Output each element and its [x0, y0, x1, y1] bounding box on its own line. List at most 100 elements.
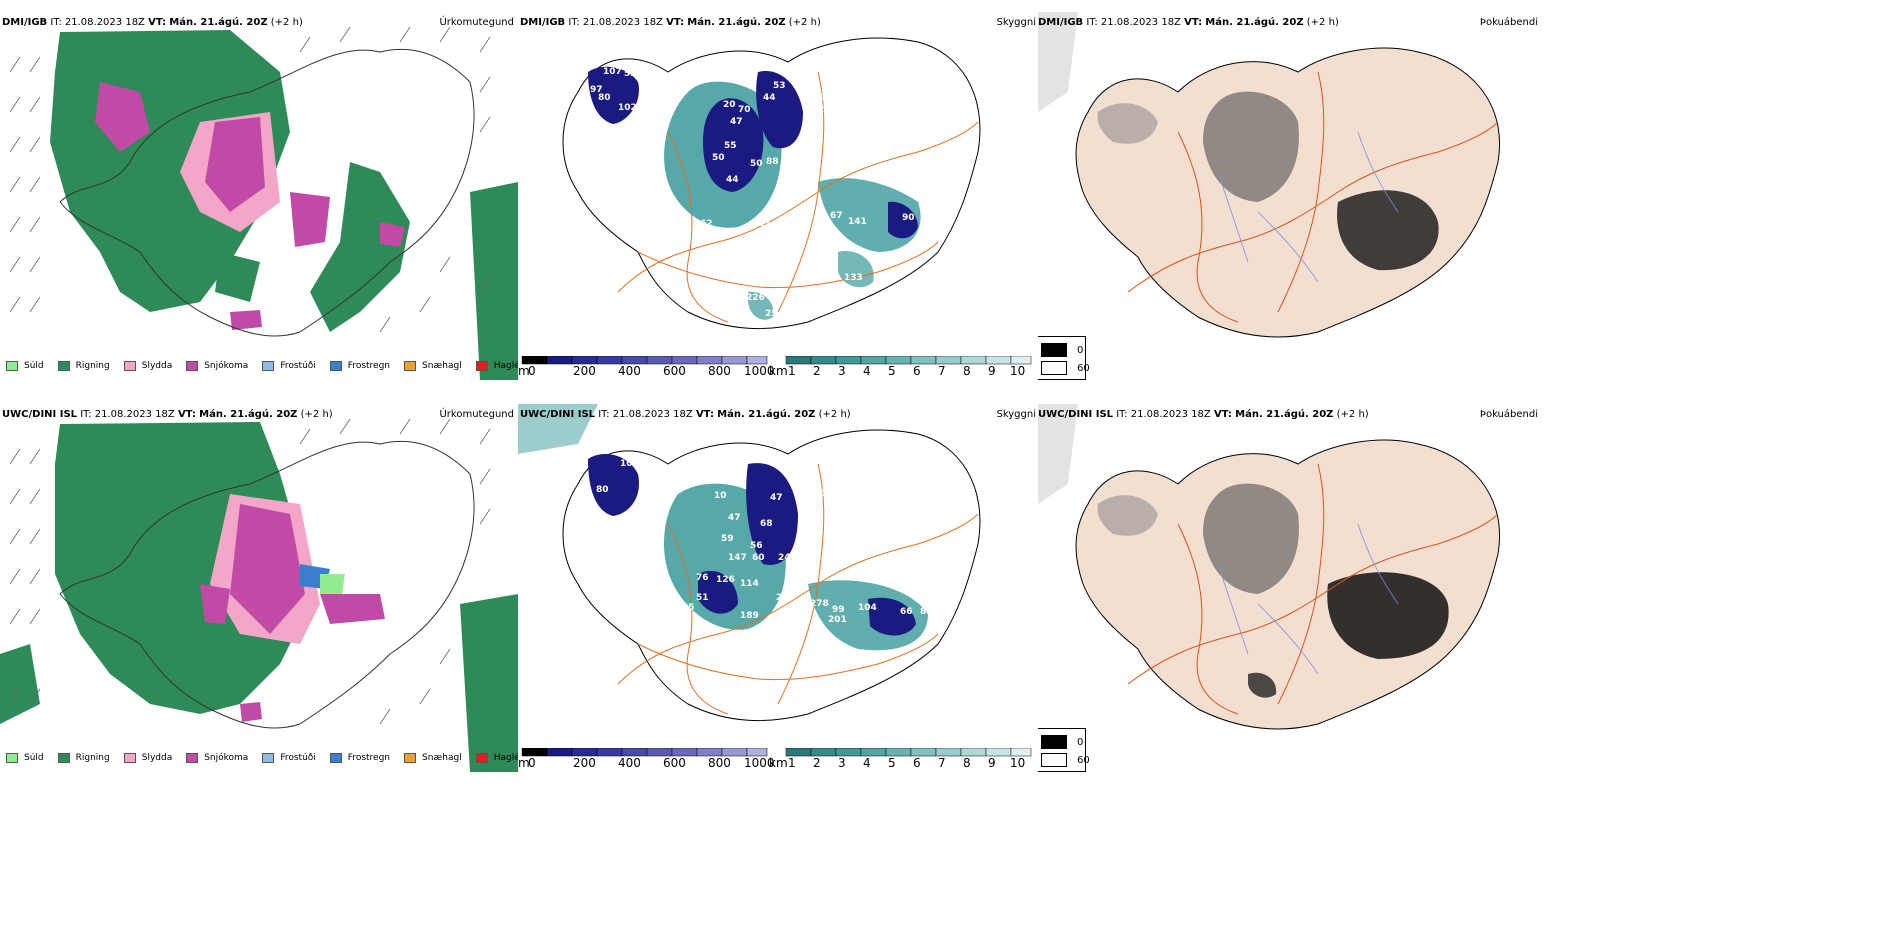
lead-time: (+2 h): [818, 409, 851, 420]
km-tick: 10: [1010, 364, 1026, 378]
snow-pellets-swatch: [404, 753, 417, 763]
fog-legend: 0 60: [1038, 336, 1090, 380]
lead-time: (+2 h): [1336, 409, 1369, 420]
vt-value: Mán. 21.ágú. 20Z: [717, 409, 816, 420]
sleet-swatch: [123, 753, 136, 763]
precip-header: UWC/DINI ISL IT: 21.08.2023 18Z VT: Mán.…: [2, 409, 333, 421]
vt-value: Mán. 21.ágú. 20Z: [169, 17, 268, 28]
cloud-low-area: [868, 597, 916, 636]
visibility-label: 68: [760, 519, 773, 529]
precip-panel-top: DMI/IGB IT: 21.08.2023 18Z VT: Mán. 21.á…: [0, 12, 518, 380]
lead-time: (+2 h): [1306, 17, 1339, 28]
visibility-label: 10: [620, 459, 633, 469]
fog-scale-top: 0: [1077, 736, 1084, 748]
cloud-low-area: [698, 570, 738, 614]
visibility-label: 10: [814, 489, 827, 499]
km-tick: 10: [1010, 756, 1026, 770]
visibility-label: 47: [640, 463, 653, 473]
vt-value: Mán. 21.ágú. 20Z: [687, 17, 786, 28]
legend-item: Slydda: [123, 361, 172, 371]
legend-label: Snæhagl: [422, 361, 462, 371]
fog-area: [1038, 12, 1078, 112]
rain-swatch: [57, 361, 70, 371]
coastline: [1075, 47, 1500, 338]
coastline: [59, 48, 475, 337]
legend-label: Rigning: [75, 753, 110, 763]
legend-label: Frostregn: [347, 361, 391, 371]
fog-scale-top: 0: [1077, 344, 1084, 356]
legend-label: Súld: [24, 753, 44, 763]
cloud-panel-bottom: 10 47 80 188 10 47 10 47 59 68 147 56 60…: [518, 404, 1038, 772]
fog-panel-bottom: UWC/DINI ISL IT: 21.08.2023 18Z VT: Mán.…: [1038, 404, 1538, 772]
it-value: 21.08.2023 18Z: [582, 17, 663, 28]
visibility-label: 47: [770, 493, 783, 503]
rivers: [1217, 131, 1399, 283]
fog-scale-bottom: 60: [1077, 362, 1090, 374]
visibility-label: 47: [782, 159, 795, 169]
drizzle-area: [320, 574, 345, 594]
hail-swatch: [475, 361, 488, 371]
freezing-rain-swatch: [329, 753, 342, 763]
cloud-panel-top: 107 53 97 80 102 44 53 20 70 47 10 20 55…: [518, 12, 1038, 380]
model-name: UWC/DINI ISL: [1038, 409, 1114, 420]
cloud-colorbars: m 0 200 400 600 800 1000 km 1 2 3 4 5 6 …: [518, 356, 1038, 380]
snow-area: [320, 594, 385, 624]
visibility-label: 226: [746, 293, 765, 303]
visibility-label: 80: [596, 485, 609, 495]
fog-area: [1097, 103, 1158, 144]
legend-label: Haglél: [493, 753, 518, 763]
fog-swatch-dark: [1041, 735, 1067, 749]
drizzle-swatch: [6, 753, 18, 763]
legend-label: Frostúði: [280, 361, 316, 371]
lead-time: (+2 h): [788, 17, 821, 28]
km-tick: 5: [888, 756, 896, 770]
visibility-label: 88: [766, 157, 779, 167]
fog-header: DMI/IGB IT: 21.08.2023 18Z VT: Mán. 21.á…: [1038, 17, 1339, 29]
cloud-high-area: [518, 404, 598, 454]
rain-area: [310, 162, 410, 332]
visibility-label: 67: [830, 211, 843, 221]
model-name: DMI/IGB: [520, 17, 566, 28]
visibility-label: 188: [646, 495, 665, 505]
vt-label: VT:: [666, 17, 685, 28]
legend-item: Slydda: [123, 753, 172, 763]
roads: [1127, 463, 1499, 715]
visibility-label: 80: [598, 93, 611, 103]
lead-time: (+2 h): [270, 17, 303, 28]
cloud-colorbar-svg: [521, 748, 1032, 757]
visibility-label: 133: [844, 273, 863, 283]
visibility-label: 44: [726, 175, 739, 185]
visibility-label: 60: [752, 553, 765, 563]
freezing-drizzle-swatch: [262, 753, 275, 763]
visibility-label: 141: [848, 217, 867, 227]
visibility-label: 13: [750, 707, 763, 717]
snow-area: [290, 192, 330, 247]
snow-swatch: [186, 753, 199, 763]
fog-swatch-dark: [1041, 343, 1067, 357]
km-tick: 1: [788, 756, 796, 770]
cloud-low-area: [588, 66, 639, 124]
visibility-label: 53: [624, 69, 637, 79]
visibility-label: 76: [696, 573, 709, 583]
m-tick: 200: [573, 756, 596, 770]
visibility-label: 13: [758, 219, 771, 229]
legend-item: Frostúði: [262, 361, 316, 371]
km-tick: 1: [788, 364, 796, 378]
visibility-label: 24: [778, 553, 791, 563]
product-name: Skyggni: [996, 17, 1036, 28]
m-tick: 600: [663, 756, 686, 770]
cloud-low-area: [888, 201, 918, 239]
fog-area: [1327, 572, 1449, 659]
visibility-label: 104: [858, 603, 877, 613]
visibility-label: 50: [712, 153, 725, 163]
visibility-labels: 10 47 80 188 10 47 10 47 59 68 147 56 60…: [596, 459, 933, 717]
legend-label: Frostúði: [280, 753, 316, 763]
legend-label: Snjókoma: [204, 361, 249, 371]
fog-scale-bottom: 60: [1077, 754, 1090, 766]
cloud-header: UWC/DINI ISL IT: 21.08.2023 18Z VT: Mán.…: [520, 409, 851, 421]
visibility-label: 102: [618, 103, 637, 113]
snow-area: [200, 584, 230, 624]
km-tick: 7: [938, 364, 946, 378]
fog-area: [1203, 483, 1299, 594]
wind-barbs: [9, 418, 491, 725]
